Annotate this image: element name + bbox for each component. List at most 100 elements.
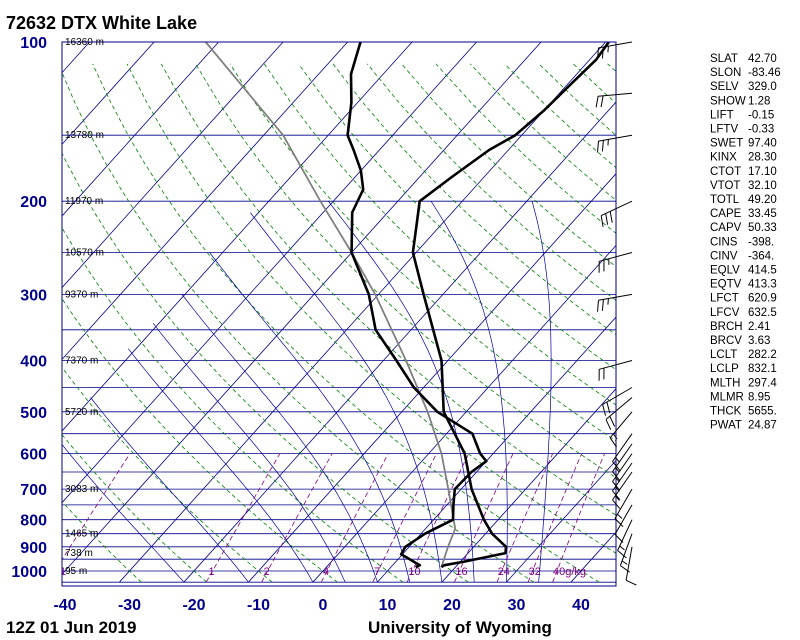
dry-adiabat-line bbox=[62, 500, 142, 583]
wind-barb bbox=[619, 533, 633, 573]
wind-barb bbox=[597, 41, 633, 60]
temperature-tick-label: 40 bbox=[572, 597, 590, 614]
index-value: 413.3 bbox=[748, 279, 777, 291]
index-value: 32.10 bbox=[748, 180, 777, 192]
index-value: 3.63 bbox=[748, 335, 770, 347]
index-name: LFCT bbox=[710, 293, 739, 305]
mixing-ratio-label: 32 bbox=[529, 566, 541, 578]
wind-barb bbox=[612, 433, 633, 471]
index-value: 1.28 bbox=[748, 95, 770, 107]
temperature-profile-line bbox=[411, 42, 610, 569]
pressure-tick-label: 800 bbox=[20, 513, 47, 530]
temperature-tick-label: 20 bbox=[443, 597, 461, 614]
mixing-ratio-line bbox=[406, 453, 470, 583]
dry-adiabat-line bbox=[62, 227, 404, 583]
index-name: VTOT bbox=[710, 180, 740, 192]
mixing-ratio-label: 7 bbox=[374, 566, 380, 578]
dry-adiabat-line bbox=[62, 71, 535, 583]
dry-adiabat-line bbox=[92, 63, 600, 583]
index-name: BRCV bbox=[710, 335, 742, 347]
moist-adiabat-line bbox=[152, 322, 346, 583]
height-label: 95 m bbox=[65, 566, 87, 577]
index-name: CAPV bbox=[710, 222, 742, 234]
index-name: BRCH bbox=[710, 321, 743, 333]
pressure-tick-label: 900 bbox=[20, 540, 47, 557]
index-value: 33.45 bbox=[748, 208, 777, 220]
index-name: PWAT bbox=[710, 420, 742, 432]
index-value: 2.41 bbox=[748, 321, 770, 333]
isotherm-line bbox=[0, 42, 25, 582]
isotherm-line bbox=[62, 42, 284, 289]
index-value: -0.15 bbox=[748, 109, 774, 121]
index-name: LIFT bbox=[710, 109, 734, 121]
footer-date: 12Z 01 Jun 2019 bbox=[6, 618, 136, 637]
temperature-tick-label: 0 bbox=[319, 597, 328, 614]
temperature-tick-label: -20 bbox=[182, 597, 205, 614]
moist-adiabat-line bbox=[62, 443, 185, 583]
mixing-ratio-label: 24 bbox=[498, 566, 510, 578]
temperature-tick-label: -30 bbox=[118, 597, 141, 614]
index-value: 414.5 bbox=[748, 265, 777, 277]
index-value: 97.40 bbox=[748, 138, 777, 150]
mixing-ratio-label: 10 bbox=[408, 566, 420, 578]
mixing-ratio-line bbox=[205, 453, 281, 583]
isotherm-line bbox=[62, 42, 90, 74]
pressure-tick-label: 300 bbox=[20, 287, 47, 304]
index-name: MLMR bbox=[710, 391, 744, 403]
mixing-ratio-line bbox=[496, 453, 554, 583]
isotherm-line bbox=[506, 459, 616, 583]
wind-barb bbox=[597, 134, 633, 153]
height-label: 3083 m bbox=[65, 484, 98, 495]
mixing-ratio-line bbox=[62, 453, 131, 561]
index-value: 329.0 bbox=[748, 81, 777, 93]
index-name: CTOT bbox=[710, 166, 741, 178]
pressure-tick-label: 600 bbox=[20, 447, 47, 464]
height-label: 7370 m bbox=[65, 356, 98, 367]
index-name: SELV bbox=[710, 81, 739, 93]
pressure-tick-label: 700 bbox=[20, 482, 47, 499]
isotherm-line bbox=[62, 42, 155, 145]
dry-adiabat-line bbox=[263, 63, 616, 406]
isotherm-line bbox=[312, 244, 616, 583]
index-name: TOTL bbox=[710, 194, 740, 206]
height-label: 5720 m bbox=[65, 407, 98, 418]
dry-adiabat-line bbox=[62, 434, 208, 583]
mixing-ratio-line bbox=[320, 453, 389, 583]
index-value: 832.1 bbox=[748, 363, 777, 375]
wind-barb bbox=[614, 488, 633, 527]
height-label: 13780 m bbox=[65, 130, 104, 141]
dry-adiabat-line bbox=[229, 63, 616, 442]
chart-title: 72632 DTX White Lake bbox=[6, 13, 197, 33]
index-value: 24.87 bbox=[748, 420, 777, 432]
dewpoint-profile-line bbox=[346, 42, 488, 569]
isotherm-line bbox=[119, 42, 606, 583]
index-value: 632.5 bbox=[748, 307, 777, 319]
wind-barb bbox=[602, 387, 633, 416]
height-label: 1465 m bbox=[65, 529, 98, 540]
height-label: 9370 m bbox=[65, 289, 98, 300]
index-name: SLAT bbox=[710, 53, 738, 65]
index-name: SWET bbox=[710, 138, 743, 150]
index-value: -0.33 bbox=[748, 124, 774, 136]
wind-barb bbox=[598, 360, 633, 381]
wind-barb bbox=[600, 200, 633, 227]
wind-barb bbox=[609, 411, 633, 448]
mixing-ratio-label: 40g/kg bbox=[553, 566, 586, 578]
mixing-ratio-line bbox=[454, 453, 514, 583]
mixing-ratio-line bbox=[372, 453, 437, 583]
index-name: EQLV bbox=[710, 265, 740, 277]
index-value: 297.4 bbox=[748, 377, 777, 389]
isotherm-line bbox=[62, 42, 413, 432]
temperature-tick-label: -10 bbox=[247, 597, 270, 614]
dry-adiabat-line bbox=[435, 63, 616, 234]
isotherm-line bbox=[62, 42, 348, 360]
sounding-profiles bbox=[205, 42, 610, 569]
index-name: CINS bbox=[710, 236, 738, 248]
wind-barb bbox=[597, 293, 633, 312]
moist-adiabat-line bbox=[128, 348, 314, 583]
index-name: CAPE bbox=[710, 208, 742, 220]
mixing-ratio-label: 1 bbox=[209, 566, 215, 578]
index-name: EQTV bbox=[710, 279, 742, 291]
